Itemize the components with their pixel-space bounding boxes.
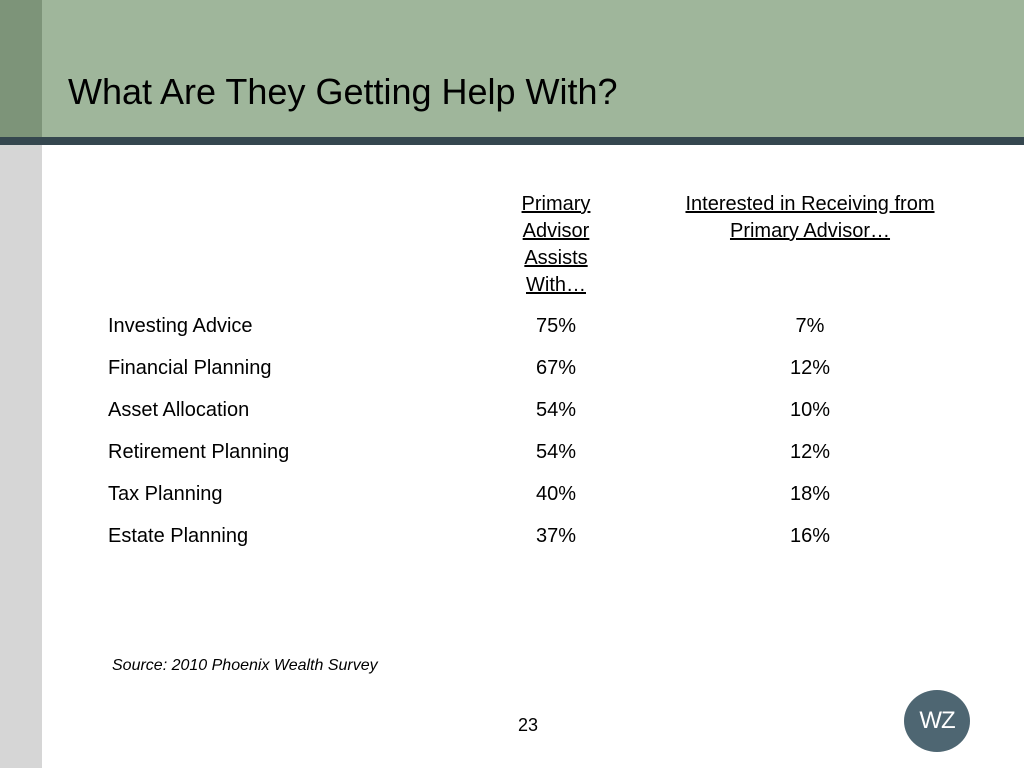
header-primary-advisor: Primary Advisor Assists With… xyxy=(504,191,608,305)
row-primary-value: 37% xyxy=(535,525,577,547)
table-row: Financial Planning 67% 12% xyxy=(108,347,960,389)
table-row: Tax Planning 40% 18% xyxy=(108,473,960,515)
row-gap xyxy=(608,347,660,389)
advisor-help-table: Primary Advisor Assists With… Interested… xyxy=(108,191,960,557)
row-label: Estate Planning xyxy=(108,525,249,547)
page-number: 23 xyxy=(517,715,539,735)
header-interested-line1: Interested in Receiving from xyxy=(685,193,935,215)
row-label: Tax Planning xyxy=(108,483,223,505)
table-row: Retirement Planning 54% 12% xyxy=(108,431,960,473)
wz-logo: WZ xyxy=(904,690,970,752)
header-primary-line2: Assists With… xyxy=(524,247,588,296)
row-interested-value: 12% xyxy=(789,441,831,463)
row-gap xyxy=(608,473,660,515)
row-primary-value: 40% xyxy=(535,483,577,505)
row-interested-value: 18% xyxy=(789,483,831,505)
empty-header-cell xyxy=(108,191,504,305)
row-gap xyxy=(608,389,660,431)
row-gap xyxy=(608,431,660,473)
row-primary-value: 54% xyxy=(535,441,577,463)
table-row: Investing Advice 75% 7% xyxy=(108,305,960,347)
table-header-row: Primary Advisor Assists With… Interested… xyxy=(108,191,960,305)
table-row: Asset Allocation 54% 10% xyxy=(108,389,960,431)
row-primary-value: 54% xyxy=(535,399,577,421)
row-interested-value: 16% xyxy=(789,525,831,547)
table-row: Estate Planning 37% 16% xyxy=(108,515,960,557)
header-gap xyxy=(608,191,660,305)
slide-title: What Are They Getting Help With? xyxy=(68,71,618,112)
row-primary-value: 67% xyxy=(535,357,577,379)
title-band xyxy=(42,0,1024,137)
header-interested-line2: Primary Advisor… xyxy=(729,220,891,242)
row-gap xyxy=(608,305,660,347)
title-rule xyxy=(0,137,1024,145)
row-label: Financial Planning xyxy=(108,357,272,379)
header-interested: Interested in Receiving from Primary Adv… xyxy=(660,191,960,305)
row-interested-value: 7% xyxy=(795,315,825,337)
source-note: Source: 2010 Phoenix Wealth Survey xyxy=(112,657,378,674)
row-primary-value: 75% xyxy=(535,315,577,337)
row-label: Retirement Planning xyxy=(108,441,290,463)
row-interested-value: 12% xyxy=(789,357,831,379)
row-label: Investing Advice xyxy=(108,315,253,337)
header-primary-line1: Primary Advisor xyxy=(521,193,591,242)
row-interested-value: 10% xyxy=(789,399,831,421)
side-bar-accent xyxy=(0,0,42,137)
row-gap xyxy=(608,515,660,557)
row-label: Asset Allocation xyxy=(108,399,250,421)
